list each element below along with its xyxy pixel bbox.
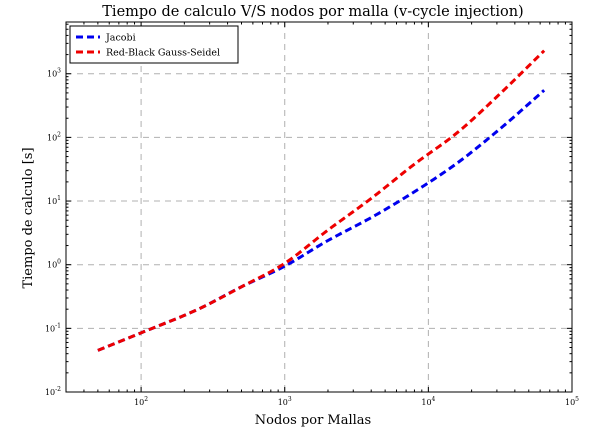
- x-tick-label: 105: [565, 396, 579, 407]
- x-axis-label: Nodos por Mallas: [255, 413, 371, 428]
- y-tick-label: 10-1: [45, 322, 61, 333]
- legend-entry: Red-Black Gauss-Seidel: [106, 48, 220, 59]
- legend: Jacobi Red-Black Gauss-Seidel: [69, 25, 239, 64]
- y-axis-label: Tiempo de calculo [s]: [21, 147, 36, 288]
- x-tick-label: 104: [421, 396, 435, 407]
- y-tick-label: 103: [47, 68, 61, 79]
- ticks: 102 103 104 105 10-2 10-1 100 101 102 103: [45, 22, 579, 407]
- x-tick-label: 102: [134, 396, 148, 407]
- y-tick-label: 101: [47, 195, 61, 206]
- series-line-jacobi: [97, 89, 546, 352]
- series-layer: [97, 49, 546, 352]
- y-tick-label: 102: [47, 131, 61, 142]
- y-tick-label: 10-2: [45, 386, 61, 397]
- series-line-red-black-gauss-seidel: [97, 49, 546, 352]
- x-tick-label: 103: [278, 396, 292, 407]
- legend-entry: Jacobi: [105, 33, 136, 44]
- grid: [66, 22, 572, 392]
- y-tick-label: 100: [47, 259, 61, 270]
- chart-title: Tiempo de calculo V/S nodos por malla (v…: [102, 4, 523, 20]
- plot-frame: [65, 21, 573, 393]
- legend-box: [69, 25, 239, 64]
